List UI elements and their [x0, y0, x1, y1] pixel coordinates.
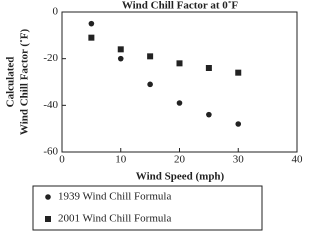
x-tick-label: 40 — [292, 154, 304, 166]
x-tick-label: 30 — [233, 154, 245, 166]
y-tick-label: -20 — [43, 52, 58, 64]
x-tick-label: 20 — [174, 154, 186, 166]
legend-label: 1939 Wind Chill Formula — [58, 191, 171, 203]
chart: Wind Chill Factor at 0˚F Wind Speed (mph… — [5, 0, 304, 231]
point — [147, 53, 154, 60]
point — [235, 69, 242, 76]
point — [205, 65, 212, 71]
legend-marker — [45, 194, 51, 200]
y-tick-label: -40 — [43, 99, 58, 111]
point — [176, 100, 183, 106]
y-tick-label: -60 — [43, 146, 58, 158]
chart-title: Wind Chill Factor at 0˚F — [122, 0, 239, 12]
y-tick-label: 0 — [53, 6, 59, 18]
point — [235, 121, 242, 127]
x-axis-label: Wind Speed (mph) — [136, 171, 225, 183]
y-axis-label: Wind Chill Factor (˚F) — [19, 29, 31, 136]
y-axis-label: Calculated — [5, 57, 17, 108]
x-tick-label: 10 — [115, 154, 127, 166]
point — [206, 111, 212, 118]
legend-box — [32, 185, 263, 231]
x-tick-label: 0 — [59, 154, 65, 166]
point — [176, 60, 183, 67]
point — [88, 20, 95, 27]
legend-label: 2001 Wind Chill Formula — [58, 213, 171, 225]
point — [147, 81, 153, 88]
legend-marker — [45, 216, 51, 222]
point — [88, 34, 95, 41]
point — [117, 55, 124, 62]
point — [117, 46, 124, 53]
plot-frame — [61, 11, 298, 153]
